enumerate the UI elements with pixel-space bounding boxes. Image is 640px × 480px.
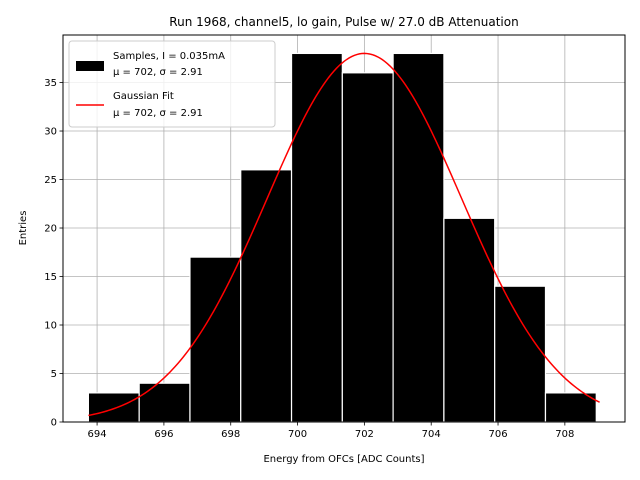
gaussian-fit-curve [88,52,600,417]
legend-samples-stats: μ = 702, σ = 2.91 [113,67,203,78]
histogram-bar [341,72,394,423]
chart-title: Run 1968, channel5, lo gain, Pulse w/ 27… [169,15,518,29]
x-tick-label: 702 [355,429,374,440]
histogram-bar [392,52,445,423]
histogram-bar [443,217,496,423]
legend-samples-label: Samples, I = 0.035mA [113,51,225,62]
histogram-bar [494,285,547,423]
histogram-bar [189,256,242,423]
x-tick-label: 696 [154,429,173,440]
y-tick-label: 20 [44,224,57,235]
legend-box [68,40,276,128]
y-tick-label: 15 [44,272,57,283]
y-tick-label: 35 [44,78,57,89]
x-tick-label: 700 [288,429,307,440]
y-tick-label: 0 [51,418,57,429]
y-tick-label: 30 [44,127,57,138]
legend-fit-stats: μ = 702, σ = 2.91 [113,108,203,119]
legend: Samples, I = 0.035mA μ = 702, σ = 2.91 G… [68,40,276,128]
legend-fit-label: Gaussian Fit [113,91,174,102]
x-axis-title: Energy from OFCs [ADC Counts] [263,454,424,465]
x-tick-label: 708 [555,429,574,440]
histogram-bar [240,169,293,423]
x-tick-label: 694 [88,429,107,440]
histogram-bar [290,52,343,423]
x-tick-label: 706 [488,429,507,440]
histogram-bar [544,392,597,423]
x-tick-label: 704 [422,429,441,440]
y-tick-label: 25 [44,175,57,186]
histogram-bars [87,52,597,423]
histogram-bar [138,382,191,423]
legend-samples-swatch [76,61,104,71]
y-tick-label: 10 [44,321,57,332]
y-axis-title: Entries [18,211,29,246]
x-tick-label: 698 [221,429,240,440]
axis-ticks: 694 696 698 700 702 704 706 708 0 5 10 15 20 25 30 35 [44,78,574,440]
y-tick-label: 5 [51,369,57,380]
histogram-bar [87,392,140,423]
axes-frame [62,34,626,423]
